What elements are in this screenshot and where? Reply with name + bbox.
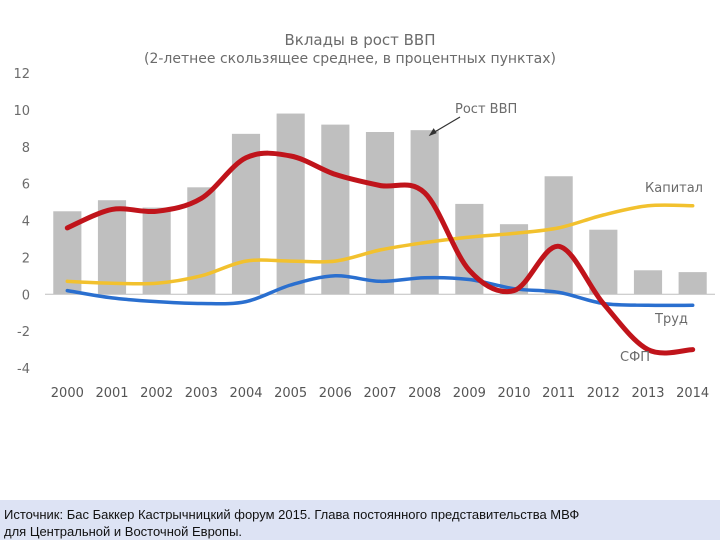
bar-2001 bbox=[97, 200, 127, 295]
bar-2014 bbox=[678, 272, 707, 295]
gdp-growth-contributions-chart: Вклады в рост ВВП (2-летнее скользящее с… bbox=[13, 31, 715, 401]
bar-2012 bbox=[589, 229, 618, 295]
x-tick-label: 2009 bbox=[453, 386, 486, 401]
x-tick-label: 2003 bbox=[185, 386, 218, 401]
series-labels: Рост ВВП Капитал Труд СФП bbox=[428, 102, 703, 365]
source-line-2: для Центральной и Восточной Европы. bbox=[4, 524, 243, 539]
line-series bbox=[64, 150, 696, 356]
label-Труд: Труд bbox=[654, 312, 688, 327]
bar-series-gdp-growth bbox=[53, 113, 707, 295]
bar-2002 bbox=[142, 207, 171, 295]
x-tick-label: 2000 bbox=[51, 386, 84, 401]
x-tick-label: 2006 bbox=[319, 386, 352, 401]
y-tick-label: 12 bbox=[13, 67, 30, 82]
line-СФП bbox=[64, 150, 696, 356]
chart-subtitle: (2-летнее скользящее среднее, в процентн… bbox=[144, 51, 556, 67]
y-tick-label: 4 bbox=[22, 215, 30, 230]
x-tick-label: 2014 bbox=[676, 386, 709, 401]
bar-2013 bbox=[633, 270, 663, 295]
label-Капитал: Капитал bbox=[645, 181, 703, 196]
y-tick-label: 2 bbox=[22, 251, 30, 266]
line-Труд bbox=[65, 274, 695, 308]
source-line-1: Источник: Бас Баккер Кастрычницкий форум… bbox=[4, 507, 580, 522]
y-tick-label: -2 bbox=[17, 325, 30, 340]
label-gdp-growth: Рост ВВП bbox=[455, 102, 517, 117]
bar-2011 bbox=[544, 176, 573, 295]
label-arrow-head bbox=[428, 128, 437, 137]
label-СФП: СФП bbox=[620, 350, 650, 365]
x-tick-label: 2002 bbox=[140, 386, 173, 401]
x-tick-label: 2004 bbox=[229, 386, 262, 401]
x-tick-label: 2010 bbox=[497, 386, 530, 401]
x-tick-label: 2007 bbox=[363, 386, 396, 401]
y-tick-label: 0 bbox=[22, 288, 30, 303]
bar-2008 bbox=[410, 130, 439, 295]
x-tick-label: 2013 bbox=[631, 386, 664, 401]
y-tick-label: -4 bbox=[17, 362, 30, 377]
x-tick-label: 2008 bbox=[408, 386, 441, 401]
bar-2006 bbox=[321, 124, 350, 295]
y-tick-label: 8 bbox=[22, 141, 30, 156]
y-axis: -4 -2 0 2 4 6 8 10 12 bbox=[13, 67, 30, 377]
x-tick-label: 2012 bbox=[587, 386, 620, 401]
label-arrow-line bbox=[432, 116, 461, 134]
x-tick-label: 2005 bbox=[274, 386, 307, 401]
bar-2005 bbox=[276, 113, 305, 295]
y-tick-label: 6 bbox=[22, 178, 30, 193]
line-Капитал bbox=[65, 203, 695, 286]
x-tick-label: 2011 bbox=[542, 386, 575, 401]
bar-2007 bbox=[365, 132, 395, 295]
x-tick-label: 2001 bbox=[95, 386, 128, 401]
x-axis: 2000 2001 2002 2003 2004 2005 2006 2007 2008 2009… bbox=[51, 386, 709, 401]
source-footnote: Источник: Бас Баккер Кастрычницкий форум… bbox=[0, 500, 720, 540]
chart-title: Вклады в рост ВВП bbox=[284, 31, 435, 49]
y-tick-label: 10 bbox=[13, 104, 30, 119]
